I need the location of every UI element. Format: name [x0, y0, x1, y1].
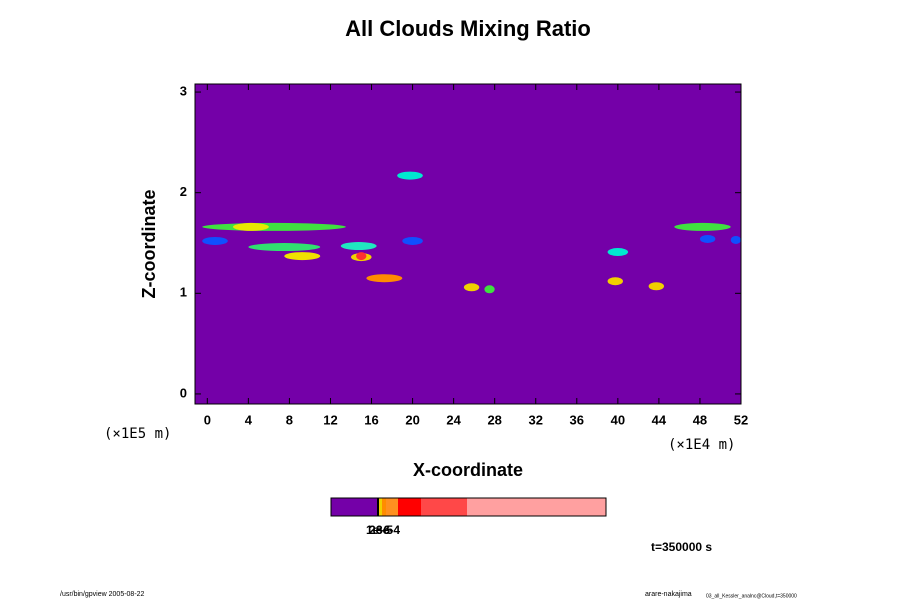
y-tick-label: 2	[180, 184, 187, 199]
cloud	[366, 274, 403, 283]
x-unit: (×1E4 m)	[668, 437, 735, 453]
cloud	[232, 222, 269, 231]
colorbar-segment	[382, 498, 386, 516]
cloud	[730, 235, 741, 244]
x-tick-label: 40	[611, 412, 625, 427]
y-tick-label: 3	[180, 83, 187, 98]
x-tick-label: 20	[405, 412, 419, 427]
colorbar-segment	[377, 498, 379, 516]
cloud	[340, 242, 377, 251]
x-tick-label: 32	[529, 412, 543, 427]
x-tick-label: 24	[446, 412, 461, 427]
colorbar-segment	[379, 498, 382, 516]
colorbar-segment	[467, 498, 606, 516]
cloud	[397, 171, 423, 180]
footer-right: arare-nakajima	[645, 591, 692, 598]
cloud	[202, 222, 346, 231]
x-tick-label: 0	[204, 412, 211, 427]
x-axis-label: X-coordinate	[413, 460, 523, 480]
cloud	[402, 236, 423, 245]
cloud	[356, 252, 367, 261]
x-tick-label: 12	[323, 412, 337, 427]
x-tick-label: 8	[286, 412, 293, 427]
y-axis-label: Z-coordinate	[139, 189, 159, 298]
x-tick-label: 16	[364, 412, 378, 427]
y-unit: (×1E5 m)	[104, 426, 171, 442]
y-tick-label: 1	[180, 285, 187, 300]
x-tick-label: 48	[693, 412, 707, 427]
chart-title: All Clouds Mixing Ratio	[345, 16, 591, 41]
time-label: t=350000 s	[651, 540, 712, 554]
colorbar-segment	[386, 498, 398, 516]
footer-right-small: 03_all_Kessler_analnc@Cloud,t=350000	[706, 593, 797, 599]
footer-left: /usr/bin/gpview 2005-08-22	[60, 591, 145, 598]
cloud	[674, 222, 731, 231]
colorbar-segment	[398, 498, 421, 516]
x-tick-label: 44	[652, 412, 667, 427]
x-tick-label: 52	[734, 412, 748, 427]
colorbar-frame	[330, 497, 607, 517]
cloud	[607, 248, 629, 257]
y-tick-label: 0	[180, 385, 187, 400]
colorbar-label: 1e-6	[366, 523, 390, 537]
cloud	[463, 283, 480, 292]
cloud	[648, 282, 665, 291]
cloud	[284, 252, 321, 261]
cloud	[607, 277, 623, 286]
cloud	[248, 243, 321, 252]
cloud	[484, 285, 495, 294]
x-tick-label: 28	[487, 412, 501, 427]
colorbar-label: 2e-5	[369, 523, 393, 537]
colorbar-segment	[421, 498, 467, 516]
x-tick-label: 36	[570, 412, 584, 427]
cloud	[699, 234, 716, 243]
cloud	[202, 236, 228, 245]
plot-frame	[194, 83, 742, 405]
x-tick-label: 4	[245, 412, 253, 427]
colorbar-label: 3e-4	[376, 523, 400, 537]
colorbar-segment	[331, 498, 377, 516]
